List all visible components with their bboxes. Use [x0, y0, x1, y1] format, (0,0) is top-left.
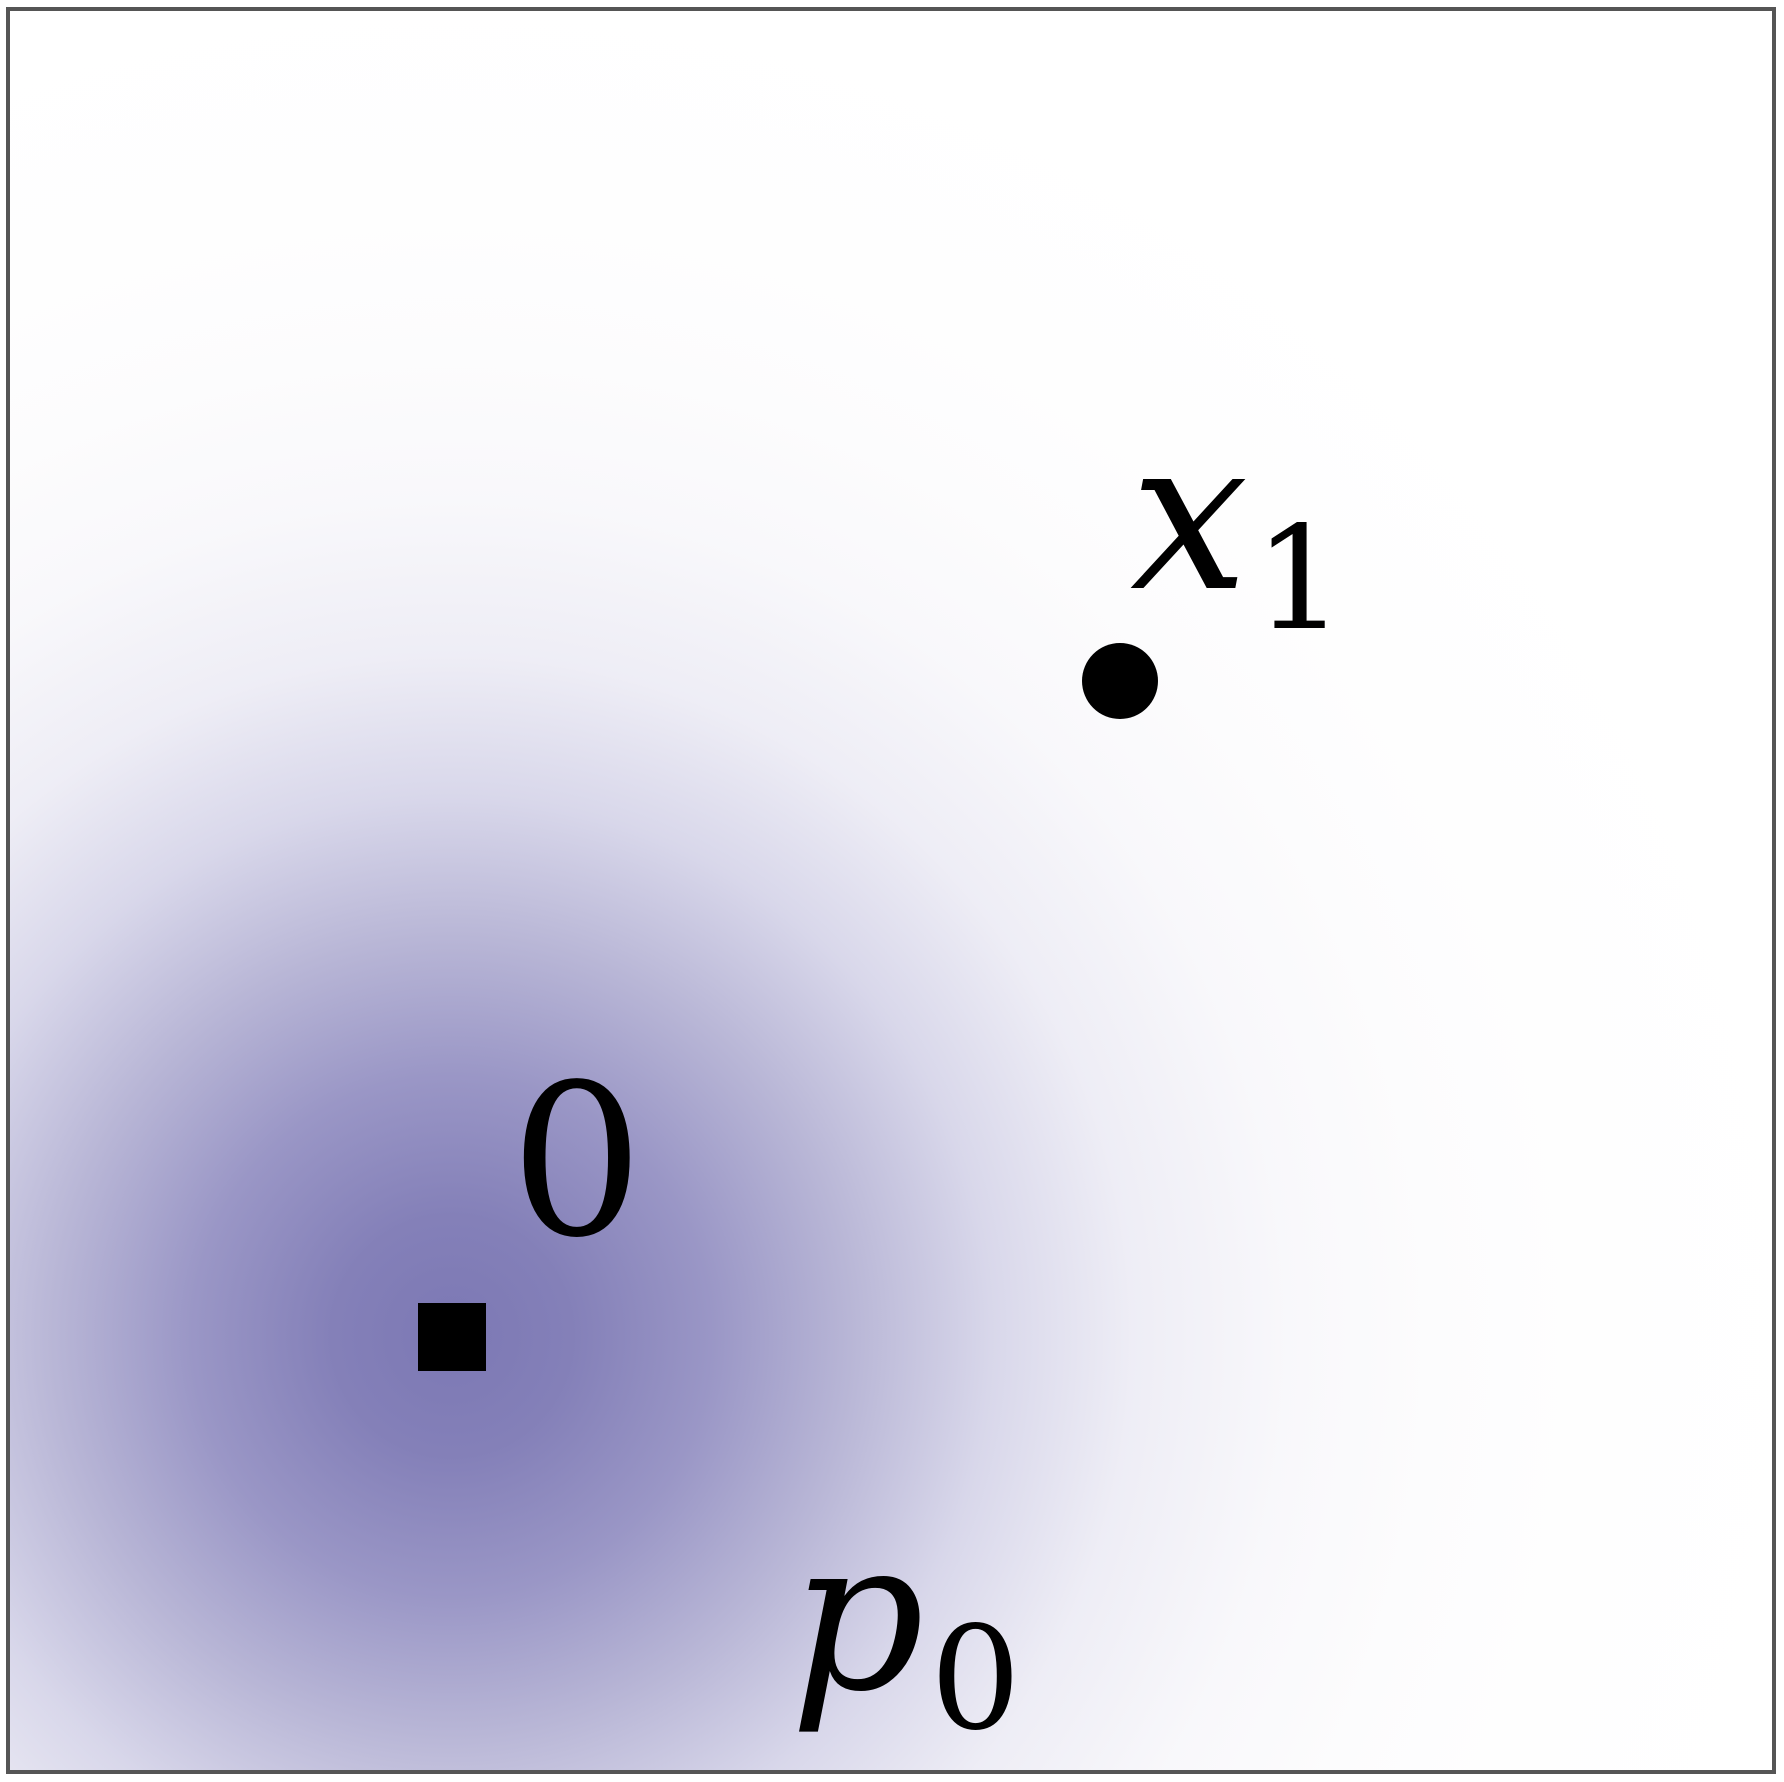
point-x1-sub: 1	[1254, 494, 1345, 662]
point-x1-var: x	[1130, 393, 1249, 638]
density-p0-var: p	[790, 1493, 925, 1738]
origin-label: 0	[510, 1057, 644, 1267]
point-x1-label: x1	[1130, 411, 1345, 650]
origin-label-text: 0	[510, 1039, 644, 1284]
origin-square-marker	[418, 1303, 486, 1371]
density-p0-shading	[10, 11, 1772, 1770]
plot-frame: 0 x1 p0	[6, 7, 1776, 1774]
point-x1-dot	[1082, 643, 1158, 719]
density-p0-sub: 0	[930, 1594, 1021, 1762]
density-p0-label: p0	[790, 1511, 1021, 1750]
